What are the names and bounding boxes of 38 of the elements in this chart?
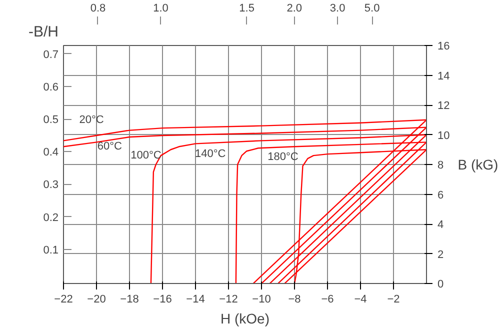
y2-tick-label: 0.4 bbox=[43, 146, 59, 159]
text: 3.0 bbox=[330, 2, 346, 14]
y-tick-label: 16 bbox=[438, 40, 450, 52]
x-tick-label: −22 bbox=[54, 294, 73, 306]
y2-tick-label: 0.1 bbox=[43, 244, 59, 256]
x-tick-label: −4 bbox=[354, 294, 367, 306]
y-tick-label: 8 bbox=[438, 160, 444, 172]
y-tick-label: 10 bbox=[438, 130, 450, 142]
y-axis-title: B (kG) bbox=[458, 156, 498, 172]
y-tick-label: 4 bbox=[438, 219, 444, 231]
x-tick-label: −12 bbox=[219, 294, 238, 306]
x-tick-label: −6 bbox=[321, 294, 334, 306]
y2-tick-label: 0.3 bbox=[43, 179, 59, 192]
x-tick-label: −2 bbox=[387, 294, 400, 306]
text: 1.0 bbox=[153, 2, 168, 14]
text: 2.0 bbox=[286, 2, 302, 14]
text: 0.8 bbox=[90, 2, 106, 14]
y-tick-label: 6 bbox=[438, 189, 444, 202]
x-tick-label: −20 bbox=[87, 294, 106, 306]
y2-axis-title: -B/H bbox=[28, 24, 58, 40]
annotation: 100°C bbox=[130, 150, 162, 162]
annotation: 60°C bbox=[97, 140, 122, 153]
y2-tick-label: 0.2 bbox=[43, 212, 59, 224]
text: 5.0 bbox=[364, 2, 380, 14]
y-tick-label: 0 bbox=[438, 278, 444, 290]
y2-tick-label: 0.7 bbox=[43, 48, 59, 61]
x-tick-label: −14 bbox=[186, 294, 205, 306]
x-tick-label: −16 bbox=[153, 294, 172, 306]
y2-tick-label: 0.5 bbox=[43, 114, 59, 126]
text: 1.5 bbox=[239, 2, 254, 14]
y-tick-label: 14 bbox=[438, 70, 450, 82]
y-tick-label: 12 bbox=[438, 100, 450, 112]
x-tick-label: −8 bbox=[288, 294, 301, 306]
x-tick-label: −10 bbox=[252, 294, 271, 306]
x-axis-title: H (kOe) bbox=[220, 310, 270, 326]
x-tick-label: −18 bbox=[120, 294, 139, 306]
y-tick-label: 2 bbox=[438, 248, 444, 261]
y2-tick-label: 0.6 bbox=[43, 82, 59, 94]
